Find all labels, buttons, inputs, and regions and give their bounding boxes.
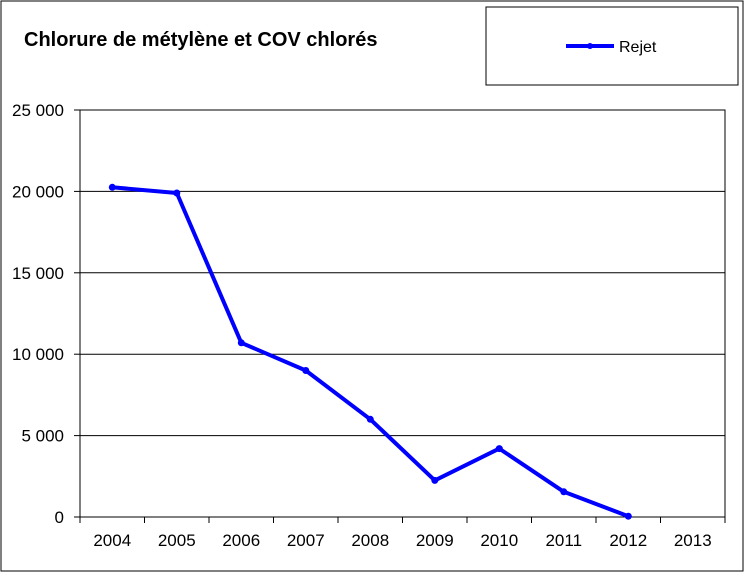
chart-title: Chlorure de métylène et COV chlorés <box>24 29 377 51</box>
y-axis-ticks: 0 5 000 10 000 15 000 20 000 25 000 <box>12 101 80 527</box>
x-tick-label: 2007 <box>287 531 325 550</box>
y-tick-label: 10 000 <box>12 345 64 364</box>
data-point <box>302 367 310 374</box>
x-tick-label: 2008 <box>351 531 389 550</box>
plot-area <box>79 109 726 518</box>
data-point <box>237 339 245 347</box>
data-point <box>560 488 568 496</box>
x-tick-label: 2006 <box>222 531 260 550</box>
data-point <box>624 512 632 520</box>
x-axis-ticks: 2004 2005 2006 2007 2008 2009 2010 2011 2012 2013 <box>79 517 726 550</box>
data-point <box>108 183 116 191</box>
data-point <box>495 445 503 453</box>
grid-lines <box>80 190 725 437</box>
x-tick-label: 2011 <box>545 531 582 550</box>
data-point <box>366 415 374 423</box>
y-tick-label: 15 000 <box>12 264 64 283</box>
x-tick-label: 2009 <box>416 531 454 550</box>
x-tick-label: 2012 <box>609 531 647 550</box>
data-point <box>173 189 181 197</box>
x-tick-label: 2010 <box>480 531 518 550</box>
x-tick-label: 2004 <box>93 531 131 550</box>
x-tick-label: 2005 <box>158 531 196 550</box>
legend-series-marker <box>587 43 593 49</box>
y-tick-label: 5 000 <box>21 427 64 446</box>
y-tick-label: 25 000 <box>12 101 64 120</box>
legend: Rejet <box>485 6 739 86</box>
series-rejet <box>108 183 632 520</box>
legend-series-label: Rejet <box>619 39 657 56</box>
x-tick-label: 2013 <box>674 531 712 550</box>
data-point <box>431 476 439 484</box>
y-tick-label: 20 000 <box>12 182 64 201</box>
y-tick-label: 0 <box>55 508 64 527</box>
